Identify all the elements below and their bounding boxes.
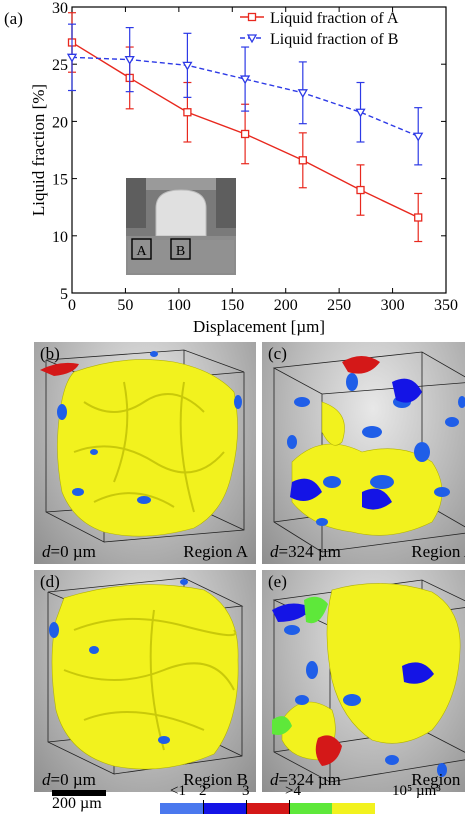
x-tick-label: 300 bbox=[381, 297, 405, 314]
series-b bbox=[66, 23, 424, 166]
region-label: Region B bbox=[411, 770, 465, 789]
x-tick-label: 350 bbox=[434, 297, 458, 314]
x-tick-label: 50 bbox=[117, 297, 133, 314]
x-tick-label: 150 bbox=[220, 297, 244, 314]
colorbar-tick bbox=[289, 800, 290, 814]
scale-bar bbox=[52, 790, 106, 796]
y-axis-label: Liquid fraction [%] bbox=[29, 84, 48, 216]
panel-e-region-b-d324: (e) d=324 µm Region B bbox=[262, 570, 465, 792]
colorbar-segment bbox=[203, 803, 246, 814]
x-tick-label: 250 bbox=[327, 297, 351, 314]
inset-box-a bbox=[131, 238, 152, 260]
inset-label-a: A bbox=[136, 244, 147, 259]
colorbar-label: >4 bbox=[285, 783, 301, 799]
x-axis-label: Displacement [µm] bbox=[193, 317, 325, 336]
data-point bbox=[356, 185, 365, 195]
plot-frame bbox=[71, 6, 447, 294]
y-tick-label: 30 bbox=[52, 0, 68, 17]
3d-structure-render bbox=[47, 577, 244, 775]
panel-letter: (c) bbox=[268, 344, 287, 363]
data-point bbox=[298, 156, 307, 165]
colorbar-segment bbox=[289, 803, 332, 814]
displacement-label: d=324 µm bbox=[270, 770, 341, 789]
y-tick-label: 5 bbox=[60, 286, 68, 303]
data-point bbox=[413, 132, 424, 142]
panel-letter: (e) bbox=[268, 572, 287, 591]
panel-c-region-a-d324: (c) d=324 µm Region A bbox=[262, 342, 465, 564]
colorbar-segment bbox=[332, 803, 375, 814]
data-point bbox=[239, 75, 251, 85]
colorbar-tick bbox=[246, 800, 247, 814]
region-label: Region B bbox=[183, 770, 248, 789]
inset-micrograph: A B bbox=[126, 178, 236, 275]
data-point bbox=[182, 61, 193, 71]
legend-label: Liquid fraction of B bbox=[270, 31, 398, 48]
3d-structure-render bbox=[40, 349, 245, 543]
y-tick-label: 15 bbox=[52, 172, 68, 189]
y-tick-label: 10 bbox=[52, 229, 68, 246]
legend-label: Liquid fraction of A bbox=[270, 10, 399, 27]
panel-b-region-a-d0: (b) d=0 µm Region A bbox=[34, 342, 256, 564]
displacement-label: d=0 µm bbox=[42, 770, 96, 789]
inset-box-b bbox=[170, 238, 191, 260]
colorbar-unit: 10⁵ µm³ bbox=[392, 783, 441, 799]
inset-label-b: B bbox=[176, 244, 185, 259]
colorbar-label: <1 bbox=[170, 783, 186, 799]
data-point bbox=[240, 129, 250, 139]
3d-structure-render bbox=[272, 579, 465, 783]
legend-marker bbox=[247, 12, 257, 22]
3d-structure-render bbox=[272, 351, 465, 553]
data-point bbox=[297, 89, 308, 99]
colorbar-segment bbox=[246, 803, 289, 814]
liquid-fraction-chart: (a) 0 50 100 150 200 250 300 350 5 10 15 20 25 30 A B… bbox=[4, 0, 458, 336]
x-tick-label: 200 bbox=[274, 297, 298, 314]
y-tick-label: 20 bbox=[52, 114, 68, 131]
displacement-label: d=324 µm bbox=[270, 542, 341, 561]
data-point bbox=[183, 108, 192, 117]
panel-a-label: (a) bbox=[4, 9, 23, 28]
data-point bbox=[355, 108, 366, 118]
x-tick-label: 0 bbox=[68, 297, 76, 314]
panel-d-region-b-d0: (d) d=0 µm Region B bbox=[34, 570, 256, 792]
data-point bbox=[66, 53, 78, 63]
region-label: Region A bbox=[411, 542, 465, 561]
data-point bbox=[414, 213, 423, 222]
colorbar-label: 3 bbox=[242, 783, 250, 799]
scale-bar-label: 200 µm bbox=[52, 795, 102, 812]
displacement-label: d=0 µm bbox=[42, 542, 96, 561]
legend: Liquid fraction of A Liquid fraction of B bbox=[240, 10, 399, 48]
legend-marker bbox=[246, 34, 258, 44]
colorbar-segment bbox=[160, 803, 203, 814]
region-label: Region A bbox=[183, 542, 248, 561]
figure-footer: 200 µm <1 2 3 >4 10⁵ µm³ bbox=[0, 783, 465, 815]
panel-letter: (d) bbox=[40, 572, 60, 591]
colorbar-label: 2 bbox=[199, 783, 207, 799]
data-point bbox=[124, 55, 135, 65]
panel-letter: (b) bbox=[40, 344, 60, 363]
x-tick-label: 100 bbox=[167, 297, 191, 314]
colorbar-tick bbox=[203, 800, 204, 814]
y-tick-label: 25 bbox=[52, 57, 68, 74]
